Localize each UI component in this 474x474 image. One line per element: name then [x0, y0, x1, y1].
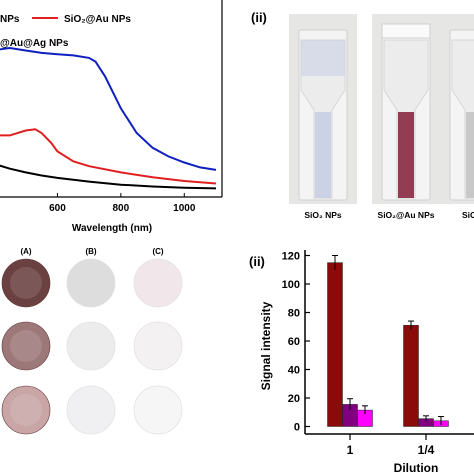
- spectrum-line-2: [0, 128, 217, 185]
- dot-column-label-b: (B): [85, 247, 96, 256]
- dot-spot-highlight: [10, 330, 42, 362]
- cuvette-solution: [315, 112, 331, 198]
- spectra-x-ticks: 600 800 1000: [49, 193, 196, 214]
- spectrum-line-3: [0, 46, 217, 171]
- spectra-legend: NPs SiO₂@Au NPs @Au@Ag NPs: [0, 14, 131, 49]
- bar-y-tick-label: 20: [288, 393, 300, 405]
- dot-column-label-a: (A): [20, 247, 31, 256]
- dot-spot: [1, 321, 51, 371]
- legend-label-2: SiO₂@Au NPs: [64, 14, 131, 25]
- bar-series: [327, 255, 449, 427]
- spectra-series: [0, 46, 217, 190]
- dot-array-panel: (A) (B) (C): [1, 247, 183, 435]
- dot-spot-highlight: [10, 394, 42, 426]
- dot-spot: [66, 321, 116, 371]
- bar-y-label: Signal intensity: [259, 301, 273, 390]
- bar-y-axis: [304, 250, 474, 435]
- cuvette-label-1: SiO₂ NPs: [304, 210, 342, 220]
- bar-1-2: [403, 325, 419, 427]
- dot-spot: [133, 258, 183, 308]
- bar-y-tick-label: 0: [294, 422, 300, 434]
- spectra-x-tick-label: 600: [49, 203, 66, 214]
- dot-column-label-c: (C): [152, 247, 163, 256]
- legend-label-3: @Au@Ag NPs: [0, 38, 69, 49]
- bar-y-tick-label: 80: [288, 308, 300, 320]
- bar-x-tick-label: 1: [347, 443, 354, 457]
- dot-spot: [1, 258, 51, 308]
- cuvette-panel-label: (ii): [251, 10, 267, 25]
- cuvette-photos: [289, 14, 474, 204]
- dot-spot: [133, 321, 183, 371]
- bar-y-tick-label: 120: [282, 251, 300, 263]
- cuvette-cap: [381, 23, 431, 39]
- spectra-x-tick-label: 800: [113, 203, 130, 214]
- dot-spot: [66, 258, 116, 308]
- bar-y-tick-label: 60: [288, 336, 300, 348]
- dot-spot: [133, 385, 183, 435]
- cuvette-label-3: SiO₂@: [462, 210, 474, 220]
- bar-1-1: [327, 262, 343, 427]
- dot-spot: [66, 385, 116, 435]
- spectra-x-tick-label: 1000: [173, 203, 196, 214]
- cuvette-panel: (ii) SiO₂ NPs SiO₂@Au NPs SiO₂@: [251, 10, 474, 220]
- spectra-x-label: Wavelength (nm): [72, 223, 152, 234]
- cuvette-label-2: SiO₂@Au NPs: [378, 210, 435, 220]
- bar-x-ticks: 1 1/4: [347, 434, 435, 457]
- cuvette-solution: [466, 112, 474, 198]
- bar-y-tick-label: 40: [288, 365, 300, 377]
- bar-x-label: Dilution: [394, 461, 439, 474]
- dot-spot-highlight: [10, 267, 42, 299]
- dot-array-spots: [1, 258, 183, 435]
- dot-spot: [1, 385, 51, 435]
- spectrum-line-1: [0, 164, 217, 190]
- bar-panel-label: (ii): [249, 254, 265, 269]
- cuvette-solution: [398, 112, 414, 198]
- bar-y-tick-label: 100: [282, 279, 300, 291]
- cuvette-solution-top: [301, 40, 345, 76]
- spectra-panel: NPs SiO₂@Au NPs @Au@Ag NPs 600 800 1000 Wa…: [0, 0, 223, 234]
- bar-y-ticks: 0 20 40 60 80 100 120: [282, 251, 310, 434]
- legend-label-1: NPs: [0, 14, 20, 25]
- bar-x-tick-label: 1/4: [418, 443, 435, 457]
- spectra-x-axis: [0, 0, 223, 198]
